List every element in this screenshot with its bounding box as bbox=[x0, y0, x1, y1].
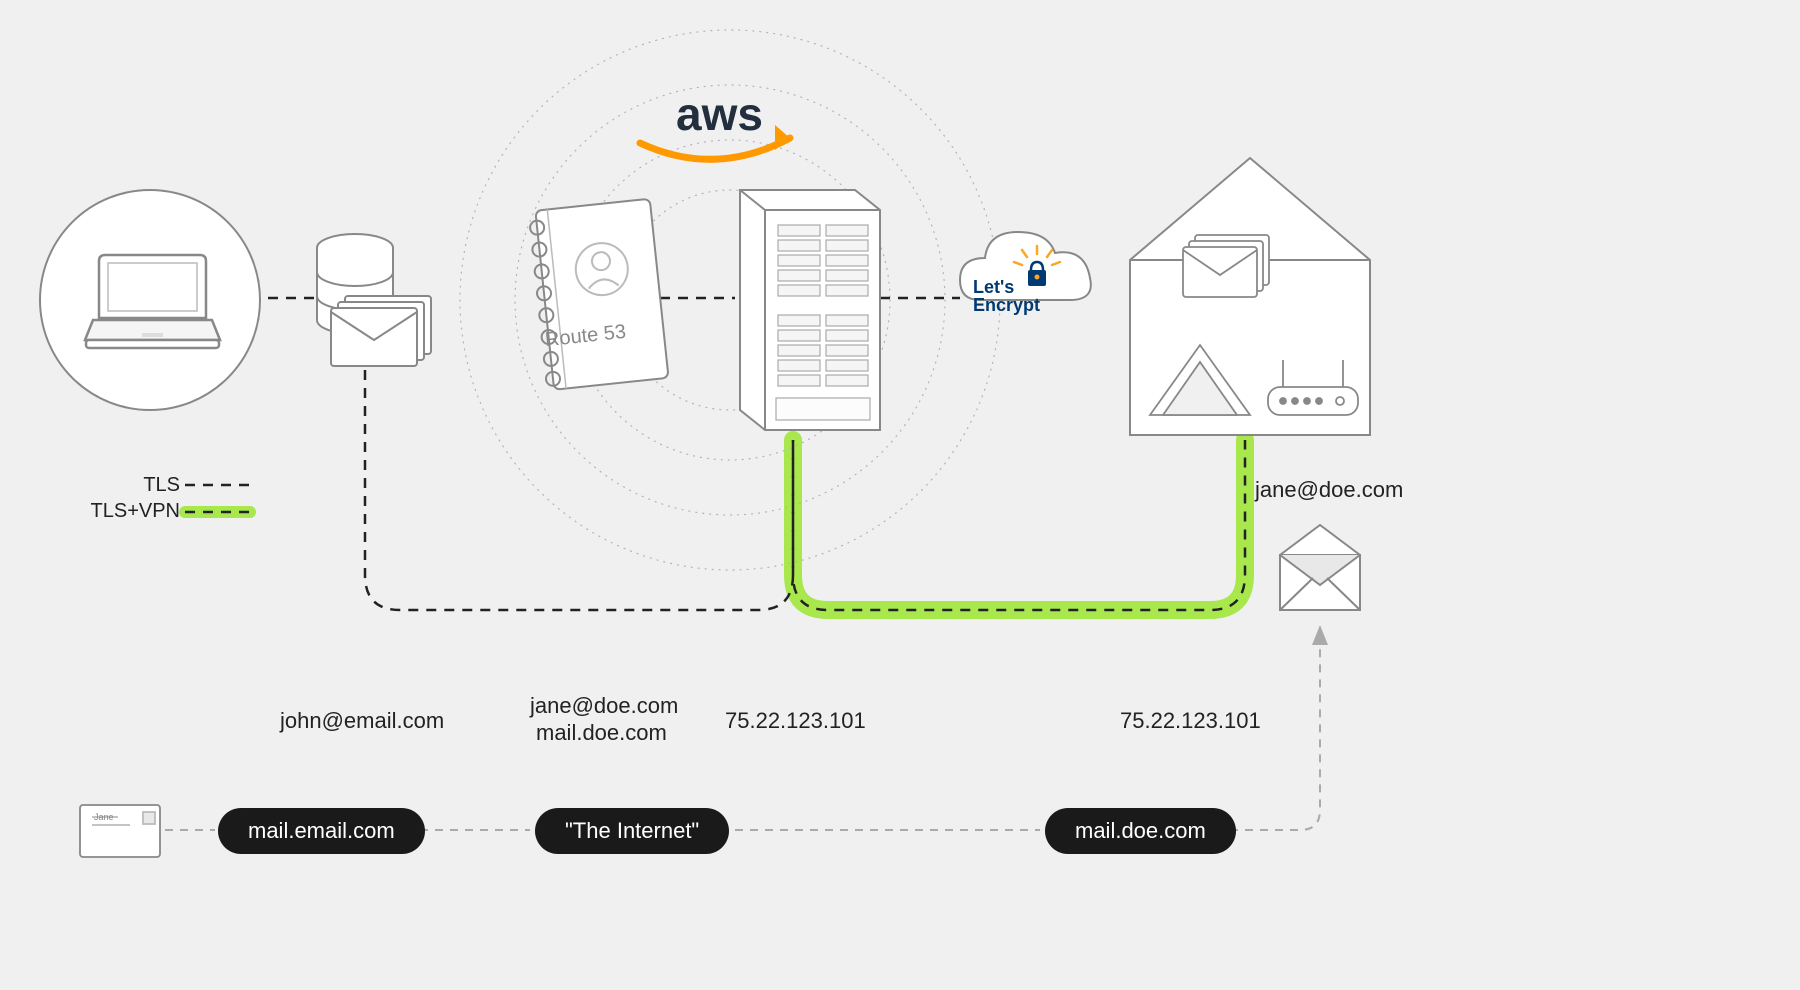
legend-tlsvpn-label: TLS+VPN bbox=[84, 500, 180, 523]
envelope-name-text: Jane bbox=[94, 812, 114, 822]
database-node bbox=[317, 234, 431, 366]
small-envelope-icon bbox=[80, 805, 160, 857]
open-envelope-icon bbox=[1280, 525, 1360, 610]
pill-mail-doe: mail.doe.com bbox=[1045, 808, 1236, 854]
ip-label: 75.22.123.101 bbox=[725, 708, 866, 734]
jane-right-label: jane@doe.com bbox=[1255, 477, 1403, 503]
server-node bbox=[740, 190, 880, 430]
letsencrypt-encrypt: Encrypt bbox=[973, 296, 1040, 314]
aws-logo: aws bbox=[640, 88, 790, 159]
jane-label: jane@doe.com bbox=[530, 693, 678, 719]
ip2-label: 75.22.123.101 bbox=[1120, 708, 1261, 734]
vpn-highlight-path bbox=[793, 440, 1245, 610]
arrowhead-icon bbox=[1312, 625, 1328, 645]
john-label: john@email.com bbox=[280, 708, 444, 734]
maildoe-label: mail.doe.com bbox=[536, 720, 667, 746]
lower-flow bbox=[165, 640, 1320, 830]
pill-internet: "The Internet" bbox=[535, 808, 729, 854]
house-node bbox=[1130, 158, 1370, 435]
route53-node bbox=[528, 199, 668, 391]
pill-mail-email: mail.email.com bbox=[218, 808, 425, 854]
legend bbox=[185, 485, 250, 512]
svg-text:aws: aws bbox=[676, 88, 763, 140]
legend-tls-label: TLS bbox=[140, 474, 180, 497]
letsencrypt-lets: Let's bbox=[973, 278, 1014, 296]
laptop-node bbox=[40, 190, 260, 410]
